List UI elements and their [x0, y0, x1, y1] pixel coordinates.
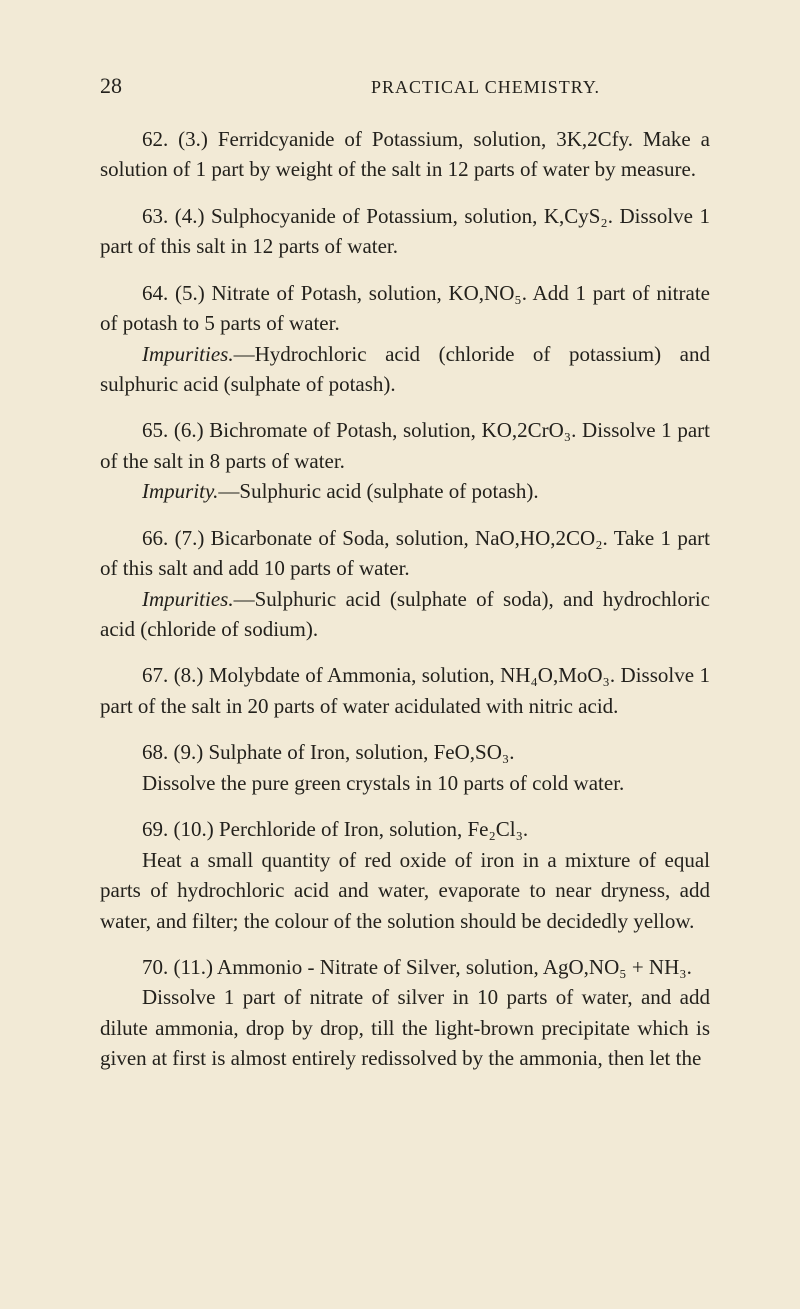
entry-line: Dissolve the pure green crystals in 10 p…	[100, 768, 710, 798]
entry-line: 70. (11.) Ammonio - Nitrate of Silver, s…	[100, 952, 710, 982]
entry: 62. (3.) Ferridcyanide of Potassium, sol…	[100, 124, 710, 185]
entry: 66. (7.) Bicarbonate of Soda, solution, …	[100, 523, 710, 645]
entry: 64. (5.) Nitrate of Potash, solution, KO…	[100, 278, 710, 400]
entry-line: 67. (8.) Molybdate of Ammonia, solution,…	[100, 660, 710, 721]
entry: 68. (9.) Sulphate of Iron, solution, FeO…	[100, 737, 710, 798]
entry-line: Impurities.—Sulphuric acid (sulphate of …	[100, 584, 710, 645]
running-title: PRACTICAL CHEMISTRY.	[371, 74, 600, 100]
entry-line: 65. (6.) Bichromate of Potash, solution,…	[100, 415, 710, 476]
entries-container: 62. (3.) Ferridcyanide of Potassium, sol…	[100, 124, 710, 1074]
entry-line: Heat a small quantity of red oxide of ir…	[100, 845, 710, 936]
entry-line: 69. (10.) Perchloride of Iron, solution,…	[100, 814, 710, 844]
entry: 67. (8.) Molybdate of Ammonia, solution,…	[100, 660, 710, 721]
entry-line: Impurities.—Hydrochloric acid (chloride …	[100, 339, 710, 400]
entry-line: 62. (3.) Ferridcyanide of Potassium, sol…	[100, 124, 710, 185]
page-number: 28	[100, 70, 122, 102]
entry-line: Impurity.—Sulphuric acid (sulphate of po…	[100, 476, 710, 506]
page: 28 PRACTICAL CHEMISTRY. 62. (3.) Ferridc…	[0, 0, 800, 1309]
entry-line: 66. (7.) Bicarbonate of Soda, solution, …	[100, 523, 710, 584]
entry-line: 63. (4.) Sulphocyanide of Potassium, sol…	[100, 201, 710, 262]
entry-line: Dissolve 1 part of nitrate of silver in …	[100, 982, 710, 1073]
page-header: 28 PRACTICAL CHEMISTRY.	[100, 70, 710, 102]
entry: 70. (11.) Ammonio - Nitrate of Silver, s…	[100, 952, 710, 1074]
entry: 65. (6.) Bichromate of Potash, solution,…	[100, 415, 710, 506]
entry: 63. (4.) Sulphocyanide of Potassium, sol…	[100, 201, 710, 262]
entry-line: 64. (5.) Nitrate of Potash, solution, KO…	[100, 278, 710, 339]
entry: 69. (10.) Perchloride of Iron, solution,…	[100, 814, 710, 936]
entry-line: 68. (9.) Sulphate of Iron, solution, FeO…	[100, 737, 710, 767]
